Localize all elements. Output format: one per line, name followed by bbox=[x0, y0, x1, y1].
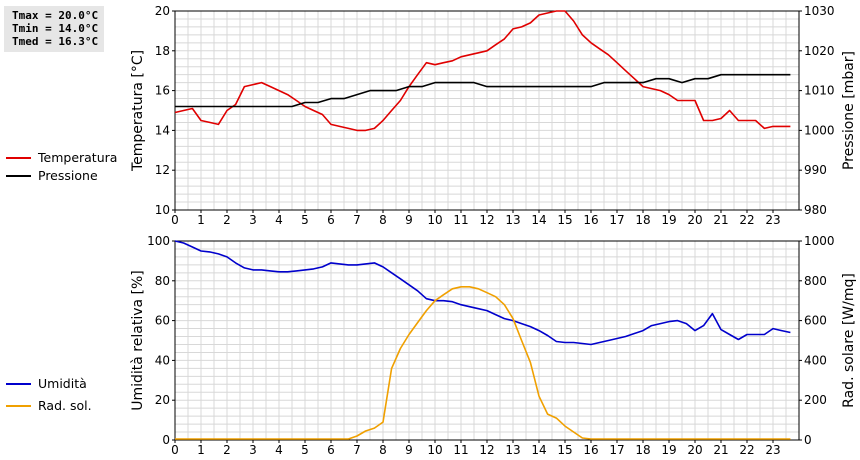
x-tick-label: 11 bbox=[453, 213, 468, 227]
y-right-tick-label: 800 bbox=[804, 274, 827, 288]
y-right-tick-label: 1030 bbox=[804, 4, 835, 18]
y-left-axis-title: Umidità relativa [%] bbox=[130, 270, 146, 411]
y-left-tick-label: 12 bbox=[155, 163, 170, 177]
x-tick-label: 19 bbox=[661, 213, 676, 227]
x-tick-label: 21 bbox=[713, 443, 728, 457]
y-right-tick-label: 1010 bbox=[804, 84, 835, 98]
x-tick-label: 2 bbox=[223, 443, 231, 457]
y-left-tick-label: 18 bbox=[155, 44, 170, 58]
x-tick-label: 13 bbox=[505, 443, 520, 457]
chart-humidity-radiation: 0 1 2 3 4 5 6 7 8 9 10 11 12 13 14 15 16 17 18 19 20 21 22 2302… bbox=[6, 234, 857, 457]
x-tick-label: 3 bbox=[249, 213, 257, 227]
y-right-axis-title: Rad. solare [W/mq] bbox=[841, 273, 857, 408]
x-tick-label: 19 bbox=[661, 443, 676, 457]
y-left-tick-label: 0 bbox=[162, 433, 170, 447]
y-right-tick-label: 1020 bbox=[804, 44, 835, 58]
x-tick-label: 10 bbox=[427, 213, 442, 227]
chart-temp-pressure: 0 1 2 3 4 5 6 7 8 9 10 11 12 13 14 15 16 17 18 19 20 21 22 2310… bbox=[6, 4, 857, 227]
x-tick-label: 9 bbox=[405, 213, 413, 227]
x-tick-label: 11 bbox=[453, 443, 468, 457]
y-left-tick-label: 14 bbox=[155, 123, 170, 137]
legend-label: Temperatura bbox=[37, 150, 117, 165]
y-left-tick-label: 40 bbox=[155, 353, 170, 367]
y-right-tick-label: 980 bbox=[804, 203, 827, 217]
plot-frame bbox=[174, 10, 800, 211]
x-tick-label: 18 bbox=[635, 443, 650, 457]
x-tick-label: 17 bbox=[609, 213, 624, 227]
y-left-axis-title: Temperatura [°C] bbox=[130, 50, 146, 172]
x-tick-label: 18 bbox=[635, 213, 650, 227]
x-tick-label: 22 bbox=[739, 443, 754, 457]
stats-box: Tmax = 20.0°C Tmin = 14.0°C Tmed = 16.3°C bbox=[4, 6, 105, 52]
y-left-tick-label: 60 bbox=[155, 314, 170, 328]
x-tick-label: 15 bbox=[557, 213, 572, 227]
x-tick-label: 5 bbox=[301, 443, 309, 457]
x-tick-label: 16 bbox=[583, 213, 598, 227]
x-tick-label: 21 bbox=[713, 213, 728, 227]
legend-label: Umidità bbox=[38, 376, 87, 391]
x-tick-label: 12 bbox=[479, 443, 494, 457]
x-tick-label: 20 bbox=[687, 213, 702, 227]
x-tick-label: 16 bbox=[583, 443, 598, 457]
series-line-temperatura bbox=[174, 10, 791, 132]
legend-label: Pressione bbox=[38, 168, 98, 183]
x-tick-label: 23 bbox=[765, 213, 780, 227]
y-left-tick-label: 20 bbox=[155, 4, 170, 18]
y-right-axis-title: Pressione [mbar] bbox=[841, 51, 857, 170]
x-tick-label: 7 bbox=[353, 443, 361, 457]
y-left-tick-label: 16 bbox=[155, 84, 170, 98]
y-right-tick-label: 1000 bbox=[804, 234, 835, 248]
tmed-label: Tmed = 16.3°C bbox=[12, 35, 99, 48]
x-tick-label: 1 bbox=[197, 443, 205, 457]
y-left-tick-label: 10 bbox=[155, 203, 170, 217]
y-left-tick-label: 100 bbox=[147, 234, 170, 248]
x-tick-label: 20 bbox=[687, 443, 702, 457]
x-tick-label: 23 bbox=[765, 443, 780, 457]
x-tick-label: 5 bbox=[301, 213, 309, 227]
plot-frame bbox=[174, 240, 800, 441]
x-tick-label: 7 bbox=[353, 213, 361, 227]
y-right-tick-label: 200 bbox=[804, 393, 827, 407]
x-tick-label: 6 bbox=[327, 213, 335, 227]
x-tick-label: 0 bbox=[171, 443, 179, 457]
x-tick-label: 2 bbox=[223, 213, 231, 227]
x-tick-label: 22 bbox=[739, 213, 754, 227]
tmin-label: Tmin = 14.0°C bbox=[12, 22, 99, 35]
x-tick-label: 8 bbox=[379, 443, 387, 457]
x-tick-label: 14 bbox=[531, 213, 546, 227]
y-right-tick-label: 990 bbox=[804, 163, 827, 177]
x-tick-label: 4 bbox=[275, 213, 283, 227]
y-right-tick-label: 600 bbox=[804, 314, 827, 328]
series-line-rad-sol bbox=[175, 285, 791, 440]
x-tick-label: 12 bbox=[479, 213, 494, 227]
x-tick-label: 17 bbox=[609, 443, 624, 457]
x-tick-label: 1 bbox=[197, 213, 205, 227]
y-left-tick-label: 80 bbox=[155, 274, 170, 288]
x-tick-label: 10 bbox=[427, 443, 442, 457]
series-line-umidit bbox=[174, 240, 791, 346]
x-tick-label: 8 bbox=[379, 213, 387, 227]
y-left-tick-label: 20 bbox=[155, 393, 170, 407]
y-right-tick-label: 0 bbox=[804, 433, 812, 447]
x-tick-label: 4 bbox=[275, 443, 283, 457]
tmax-label: Tmax = 20.0°C bbox=[12, 9, 99, 22]
x-tick-label: 14 bbox=[531, 443, 546, 457]
series-line-pressione bbox=[175, 73, 791, 108]
x-tick-label: 6 bbox=[327, 443, 335, 457]
x-tick-label: 15 bbox=[557, 443, 572, 457]
x-tick-label: 13 bbox=[505, 213, 520, 227]
legend-label: Rad. sol. bbox=[38, 398, 92, 413]
y-right-tick-label: 1000 bbox=[804, 123, 835, 137]
x-tick-label: 3 bbox=[249, 443, 257, 457]
x-tick-label: 0 bbox=[171, 213, 179, 227]
x-tick-label: 9 bbox=[405, 443, 413, 457]
y-right-tick-label: 400 bbox=[804, 353, 827, 367]
